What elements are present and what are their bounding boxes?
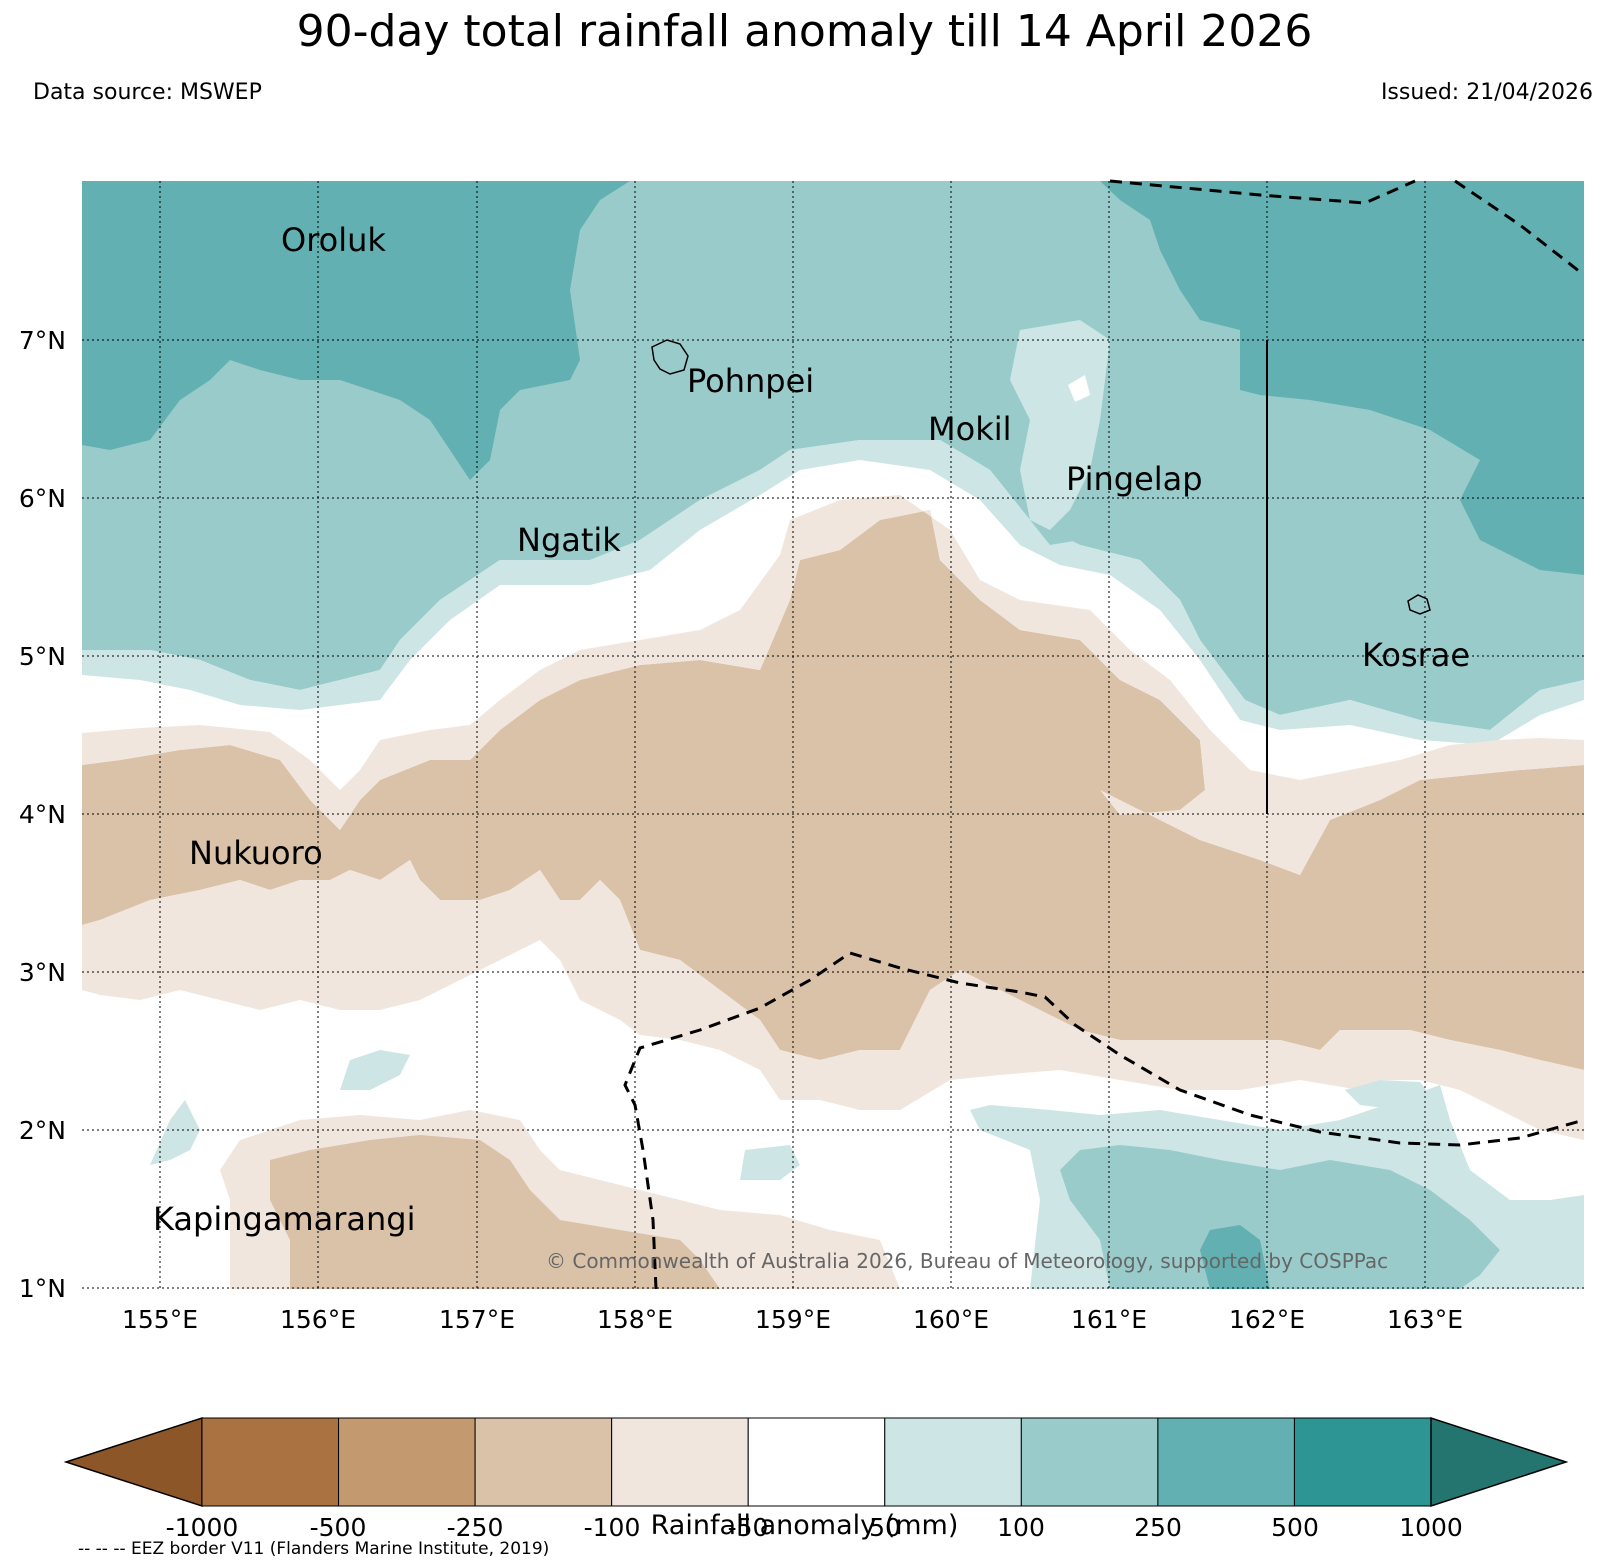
place-mokil: Mokil [928, 410, 1012, 448]
anomaly-patch-pingelap [1010, 320, 1110, 530]
lat-label-2n: 2°N [19, 1116, 66, 1145]
cbar-tick-4: -50 [728, 1513, 769, 1542]
place-pohnpei: Pohnpei [687, 362, 814, 400]
anomaly-region-250-500-ne [1100, 181, 1584, 575]
lat-label-6n: 6°N [19, 484, 66, 513]
chart-title: 90-day total rainfall anomaly till 14 Ap… [296, 6, 1313, 57]
anomaly-patch-central-west [340, 1050, 410, 1090]
cbar-tick-2: -250 [447, 1513, 504, 1542]
cbar-tick-0: -1000 [166, 1513, 239, 1542]
anomaly-region-100-250-se [1060, 1145, 1500, 1289]
colorbar-segment [338, 1417, 476, 1507]
anomaly-fill [82, 181, 1584, 1289]
anomaly-patch-central [740, 1145, 800, 1180]
colorbar-segment [747, 1417, 886, 1507]
place-pingelap: Pingelap [1066, 460, 1203, 498]
cbar-tick-5: 50 [869, 1513, 901, 1542]
colorbar-segment [1293, 1417, 1432, 1507]
lon-label-161e: 161°E [1071, 1305, 1147, 1334]
pohnpei-island-outline [651, 339, 689, 375]
anomaly-region-neg100-neg250 [82, 510, 1584, 1070]
kosrae-island-outline [1407, 594, 1431, 615]
anomaly-region-neg100-neg250-sw [270, 1135, 720, 1289]
anomaly-region-250-500-se [1200, 1225, 1270, 1289]
lon-label-160e: 160°E [913, 1305, 989, 1334]
cbar-tick-6: 100 [997, 1513, 1045, 1542]
anomaly-region-neg50-neg100-south [82, 860, 1584, 1140]
longitude-labels: 155°E 156°E 157°E 158°E 159°E 160°E 161°… [122, 1305, 1463, 1334]
anomaly-patch-west [150, 1100, 200, 1165]
colorbar-segment [1157, 1417, 1295, 1507]
cbar-tick-1: -500 [310, 1513, 367, 1542]
lon-label-157e: 157°E [439, 1305, 515, 1334]
place-ngatik: Ngatik [517, 521, 621, 559]
colorbar-extend-low [63, 1416, 203, 1508]
lat-label-4n: 4°N [19, 800, 66, 829]
colorbar-segment [884, 1417, 1022, 1507]
lon-label-163e: 163°E [1387, 1305, 1463, 1334]
lat-label-5n: 5°N [19, 642, 66, 671]
cbar-tick-9: 1000 [1399, 1513, 1463, 1542]
anomaly-patch-pingelap-white [1068, 375, 1090, 402]
graticule [82, 181, 1584, 1289]
lon-label-159e: 159°E [755, 1305, 831, 1334]
cbar-tick-3: -100 [584, 1513, 641, 1542]
place-nukuoro: Nukuoro [189, 834, 323, 872]
lon-label-156e: 156°E [280, 1305, 356, 1334]
lat-label-1n: 1°N [19, 1274, 66, 1303]
anomaly-region-50-100-north [82, 440, 1584, 745]
issued-date: Issued: 21/04/2026 [1380, 80, 1593, 105]
data-source: Data source: MSWEP [33, 80, 262, 105]
latitude-labels: 7°N 6°N 5°N 4°N 3°N 2°N 1°N [19, 326, 66, 1303]
colorbar [63, 1416, 1569, 1508]
colorbar-extend-high [1430, 1416, 1569, 1508]
colorbar-segment [201, 1417, 340, 1507]
lon-label-158e: 158°E [597, 1305, 673, 1334]
anomaly-patch-kosrae-south [1345, 1080, 1430, 1110]
eez-footnote: -- -- -- EEZ border V11 (Flanders Marine… [78, 1539, 550, 1559]
place-kapingamarangi: Kapingamarangi [153, 1200, 415, 1238]
place-kosrae: Kosrae [1362, 636, 1470, 674]
colorbar-segment [611, 1417, 749, 1507]
cbar-tick-7: 250 [1134, 1513, 1182, 1542]
colorbar-label: Rainfall anomaly (mm) [650, 1510, 959, 1541]
lon-label-155e: 155°E [122, 1305, 198, 1334]
lat-label-3n: 3°N [19, 958, 66, 987]
anomaly-region-250-500-nw [82, 181, 630, 480]
cbar-tick-8: 500 [1271, 1513, 1319, 1542]
place-oroluk: Oroluk [281, 221, 386, 259]
colorbar-segment [474, 1417, 613, 1507]
anomaly-patch-mokil [1030, 510, 1080, 545]
anomaly-region-neg50-neg100 [82, 495, 1584, 875]
colorbar-ticks: -1000 -500 -250 -100 -50 50 100 250 500 … [166, 1513, 1463, 1542]
place-labels: Oroluk Pohnpei Mokil Pingelap Ngatik Kos… [153, 221, 1470, 1238]
eez-border [623, 179, 1585, 1290]
colorbar-segment [1020, 1417, 1159, 1507]
lon-label-162e: 162°E [1229, 1305, 1305, 1334]
lat-label-7n: 7°N [19, 326, 66, 355]
copyright-notice: © Commonwealth of Australia 2026, Bureau… [546, 1249, 1388, 1273]
